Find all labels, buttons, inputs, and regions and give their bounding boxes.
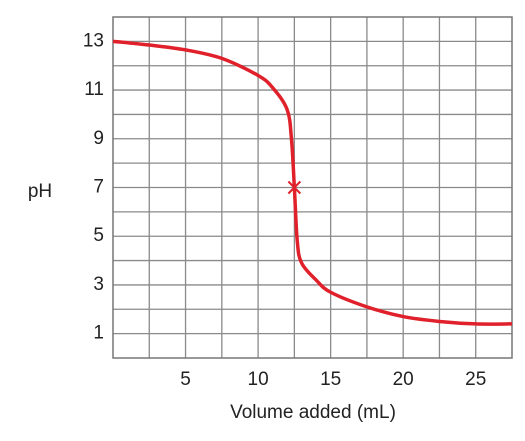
y-axis-label: pH <box>28 181 52 202</box>
curve <box>112 39 513 326</box>
y-tick-label: 5 <box>93 225 104 246</box>
x-tick-label: 20 <box>393 369 414 390</box>
x-tick-label: 15 <box>320 369 341 390</box>
y-tick-label: 13 <box>83 30 104 51</box>
y-tick-label: 9 <box>93 128 104 149</box>
x-tick-label: 10 <box>248 369 269 390</box>
x-tick-label: 5 <box>180 369 191 390</box>
plot-frame <box>112 16 513 359</box>
x-tick-label: 25 <box>465 369 486 390</box>
y-tick-label: 1 <box>93 323 104 344</box>
x-axis-label: Volume added (mL) <box>230 402 396 423</box>
equivalence-marker <box>287 180 302 195</box>
y-tick-label: 7 <box>93 177 104 198</box>
y-tick-label: 11 <box>84 79 104 100</box>
y-tick-label: 3 <box>93 274 104 295</box>
